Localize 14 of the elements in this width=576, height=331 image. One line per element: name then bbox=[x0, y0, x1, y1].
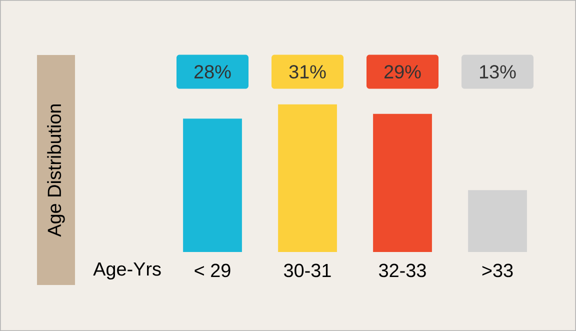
x-tick-label: >33 bbox=[482, 264, 513, 278]
bar bbox=[278, 104, 337, 252]
x-tick-label: < 29 bbox=[194, 264, 230, 278]
x-axis-title: Age-Yrs bbox=[93, 262, 161, 280]
data-label: 13% bbox=[480, 65, 516, 78]
bar bbox=[373, 114, 432, 252]
bar bbox=[468, 190, 527, 252]
text: Age Distribution bbox=[47, 104, 65, 237]
data-label: 31% bbox=[289, 65, 326, 78]
x-tick-label: 32-33 bbox=[379, 264, 426, 278]
data-label: 28% bbox=[194, 65, 231, 78]
data-label: 29% bbox=[384, 65, 421, 78]
bar bbox=[183, 118, 242, 252]
x-tick-label: 30-31 bbox=[284, 264, 331, 278]
